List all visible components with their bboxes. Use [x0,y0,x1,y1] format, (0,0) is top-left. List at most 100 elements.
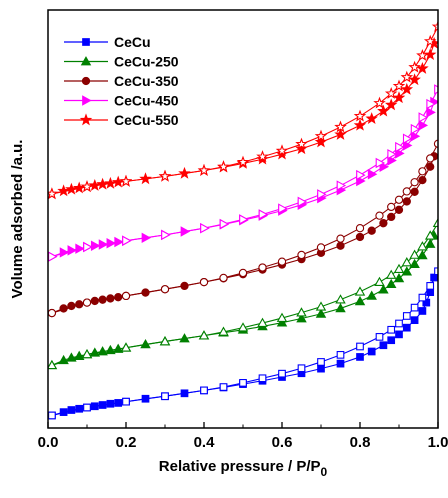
adsorption-point [67,245,78,256]
desorption-point [199,277,209,287]
desorption-point [356,169,366,181]
desorption-point [83,403,91,412]
desorption-point [385,269,397,279]
desorption-point [395,319,403,328]
desorption-point [387,325,396,334]
adsorption-point [392,91,406,104]
legend-marker [82,38,90,46]
adsorption-point [387,212,396,222]
adsorption-point [59,247,70,258]
desorption-point [236,155,250,168]
legend-item: CeCu-450 [64,93,179,109]
x-tick-label: 0.2 [116,434,137,451]
desorption-point [394,195,404,204]
adsorption-point [395,330,403,339]
adsorption-point [409,258,420,268]
adsorption-point [416,61,429,74]
adsorption-point [104,176,117,189]
desorption-point [314,129,328,142]
desorption-point [410,178,419,187]
desorption-point [336,350,345,359]
desorption-point [432,217,438,228]
adsorption-point [402,323,411,332]
desorption-point [334,120,347,133]
desorption-point [119,174,133,187]
desorption-point [217,160,230,173]
adsorption-line-2 [51,156,435,314]
desorption-point [317,358,325,366]
desorption-point [159,336,171,346]
legend-marker [80,56,92,66]
adsorption-point [377,104,390,117]
adsorption-point [384,98,398,111]
desorption-point [82,298,92,307]
legend-label: CeCu [114,34,151,50]
desorption-point [355,224,365,233]
adsorption-point [58,354,69,365]
adsorption-point [426,107,436,118]
y-axis-title: Volume adsorbed /a.u. [9,140,26,299]
legend-label: CeCu-550 [114,112,179,128]
desorption-point [258,374,267,383]
adsorption-point [336,241,345,250]
desorption-point [198,330,210,340]
adsorption-point [387,336,396,345]
desorption-point [48,359,58,370]
desorption-point [408,60,421,73]
desorption-point [158,169,172,182]
desorption-point [275,144,289,157]
desorption-point [410,123,421,135]
desorption-point [237,322,249,332]
adsorption-point [379,341,388,350]
adsorption-point [395,148,405,159]
desorption-point [297,364,306,373]
adsorption-point [366,290,377,300]
desorption-point [426,154,435,163]
desorption-point [48,251,58,262]
desorption-point [375,211,384,220]
adsorption-point [295,142,308,155]
adsorption-point [410,316,419,325]
adsorption-point [422,298,431,307]
adsorption-point [402,140,413,151]
desorption-point [278,203,288,214]
adsorption-point [65,182,78,195]
desorption-point [122,397,130,406]
adsorption-point [385,278,397,289]
series-cecu-550 [48,20,438,200]
desorption-point [402,312,411,320]
desorption-point [426,282,435,290]
x-axis: 0.0 0.2 0.4 0.6 0.8 1.0 [38,422,448,451]
legend-label: CeCu-350 [114,73,179,89]
x-axis-title: Relative pressure / P/P0 [159,458,328,479]
adsorption-point [334,127,347,140]
x-tick-label: 0.0 [38,434,59,451]
adsorption-point [296,313,307,323]
desorption-point [278,369,286,378]
desorption-point [316,243,326,252]
desorption-point [374,276,385,286]
adsorption-point [356,353,364,361]
desorption-point [277,257,287,266]
desorption-point [410,303,419,312]
desorption-point [434,267,438,276]
series-cecu [48,267,438,420]
desorption-point [48,411,56,420]
desorption-point [161,392,169,401]
desorption-point [219,383,228,391]
adsorption-point [355,232,365,242]
desorption-point [239,214,249,225]
adsorption-point [276,317,288,327]
desorption-point [373,96,386,109]
series-cecu-450 [48,84,438,262]
desorption-point [416,48,429,61]
desorption-point [297,250,306,260]
adsorption-point [418,175,427,185]
desorption-point [257,317,268,327]
adsorption-point [394,205,404,214]
desorption-point [418,112,429,123]
desorption-point [336,234,345,243]
desorption-point [295,137,308,150]
desorption-point [335,294,346,304]
adsorption-point [401,266,413,276]
